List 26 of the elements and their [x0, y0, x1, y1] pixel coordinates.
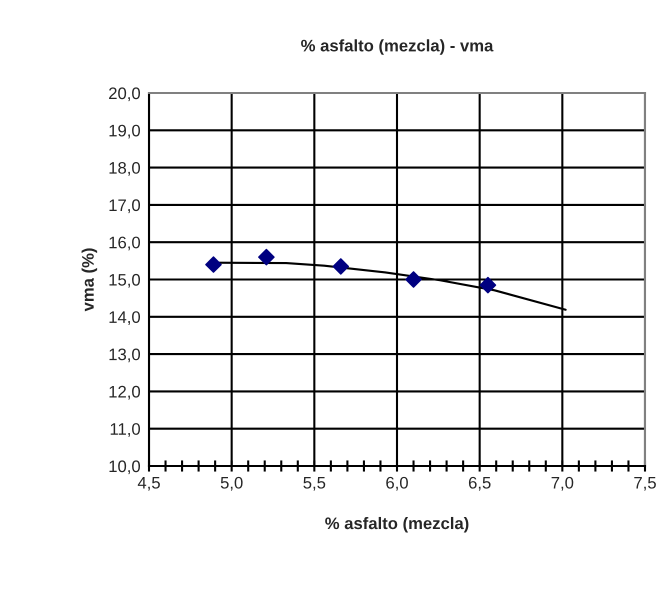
point [205, 256, 222, 273]
point [258, 248, 275, 266]
y-axis-title: vma (%) [82, 248, 98, 312]
y-tick-label: 12,0 [110, 386, 140, 400]
x-tick-label: 4,5 [138, 477, 160, 491]
y-tick-label: 15,0 [110, 274, 140, 288]
y-tick-label: 16,0 [110, 236, 140, 250]
y-tick-label: 18,0 [110, 162, 140, 176]
y-tick-label: 20,0 [109, 87, 140, 102]
point [332, 258, 350, 275]
x-tick-label: 7,5 [634, 477, 656, 491]
x-tick-label: 5,0 [220, 476, 243, 491]
chart-title: % asfalto (mezcla) - vma [301, 39, 494, 55]
y-tick-label: 11,0 [110, 423, 140, 437]
y-tick-label: 14,0 [110, 311, 140, 325]
y-tick-label: 17,0 [110, 199, 140, 214]
x-tick-label: 6,5 [468, 476, 491, 491]
y-tick-label: 10,0 [110, 460, 140, 474]
x-tick-label: 5,5 [303, 477, 326, 491]
y-tick-label: 13,0 [110, 348, 140, 362]
x-tick-label: 6,0 [386, 476, 408, 491]
point [480, 276, 496, 294]
x-axis-title: % asfalto (mezcla) [325, 516, 468, 532]
y-tick-label: 19,0 [110, 124, 140, 138]
x-tick-label: 7,0 [552, 476, 574, 491]
point [405, 271, 422, 288]
